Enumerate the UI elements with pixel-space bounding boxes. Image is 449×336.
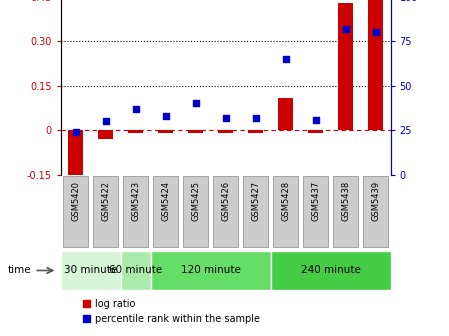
Point bbox=[342, 26, 349, 31]
FancyBboxPatch shape bbox=[63, 176, 88, 247]
Bar bbox=[158, 130, 173, 133]
Bar bbox=[218, 130, 233, 133]
Text: GSM5438: GSM5438 bbox=[341, 181, 350, 221]
Point bbox=[192, 101, 199, 106]
Legend: log ratio, percentile rank within the sample: log ratio, percentile rank within the sa… bbox=[79, 295, 264, 328]
Bar bbox=[308, 130, 323, 133]
Point bbox=[252, 115, 259, 120]
Text: GSM5425: GSM5425 bbox=[191, 181, 200, 221]
Bar bbox=[278, 97, 293, 130]
Text: GSM5437: GSM5437 bbox=[311, 181, 320, 221]
FancyBboxPatch shape bbox=[93, 176, 119, 247]
Bar bbox=[128, 130, 143, 133]
Text: 60 minute: 60 minute bbox=[109, 265, 162, 276]
Bar bbox=[368, 0, 383, 130]
FancyBboxPatch shape bbox=[363, 176, 388, 247]
FancyBboxPatch shape bbox=[150, 251, 271, 290]
FancyBboxPatch shape bbox=[61, 251, 121, 290]
Bar bbox=[248, 130, 263, 133]
Text: GSM5428: GSM5428 bbox=[281, 181, 290, 221]
Bar bbox=[188, 130, 203, 133]
FancyBboxPatch shape bbox=[213, 176, 238, 247]
Bar bbox=[68, 130, 83, 181]
FancyBboxPatch shape bbox=[303, 176, 328, 247]
Bar bbox=[98, 130, 113, 139]
Point bbox=[282, 56, 289, 61]
Point bbox=[222, 115, 229, 120]
FancyBboxPatch shape bbox=[333, 176, 358, 247]
FancyBboxPatch shape bbox=[273, 176, 299, 247]
Text: GSM5422: GSM5422 bbox=[101, 181, 110, 221]
Point bbox=[162, 113, 169, 119]
FancyBboxPatch shape bbox=[243, 176, 269, 247]
Text: GSM5439: GSM5439 bbox=[371, 181, 380, 221]
FancyBboxPatch shape bbox=[271, 251, 391, 290]
Text: GSM5426: GSM5426 bbox=[221, 181, 230, 221]
FancyBboxPatch shape bbox=[183, 176, 208, 247]
FancyBboxPatch shape bbox=[123, 176, 148, 247]
Text: time: time bbox=[7, 265, 31, 276]
Text: GSM5420: GSM5420 bbox=[71, 181, 80, 221]
Point bbox=[132, 106, 139, 112]
Text: 120 minute: 120 minute bbox=[180, 265, 241, 276]
Point bbox=[72, 129, 79, 135]
Point bbox=[372, 30, 379, 35]
Text: GSM5423: GSM5423 bbox=[131, 181, 140, 221]
Point bbox=[102, 119, 109, 124]
Bar bbox=[338, 3, 353, 130]
Point bbox=[312, 117, 319, 122]
FancyBboxPatch shape bbox=[153, 176, 178, 247]
Text: 240 minute: 240 minute bbox=[301, 265, 361, 276]
Text: 30 minute: 30 minute bbox=[64, 265, 117, 276]
FancyBboxPatch shape bbox=[121, 251, 150, 290]
Text: GSM5427: GSM5427 bbox=[251, 181, 260, 221]
Text: GSM5424: GSM5424 bbox=[161, 181, 170, 221]
